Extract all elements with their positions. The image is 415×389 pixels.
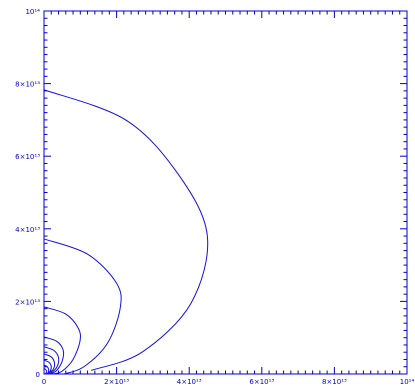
series-curve xyxy=(43,89,209,371)
y-tick-label: 8×10¹³ xyxy=(15,81,40,89)
series-curve xyxy=(43,353,56,375)
x-tick-label: 8×10¹³ xyxy=(322,378,347,386)
x-tick-label: 2×10¹³ xyxy=(104,378,129,386)
plot-frame xyxy=(43,10,408,375)
tick-marks xyxy=(43,10,408,375)
x-tick-label: 4×10¹³ xyxy=(177,378,202,386)
series-curve xyxy=(43,368,48,375)
series-curve xyxy=(43,336,65,375)
series-curve xyxy=(43,364,50,375)
y-tick-label: 10¹⁴ xyxy=(25,8,40,16)
y-tick-label: 6×10¹³ xyxy=(15,153,40,161)
x-tick-label: 6×10¹³ xyxy=(249,378,274,386)
series-curve xyxy=(43,238,122,375)
y-tick-label: 0 xyxy=(36,371,40,379)
x-tick-labels: 0 2×10¹³ 4×10¹³ 6×10¹³ 8×10¹³ 10¹⁴ xyxy=(42,378,415,386)
series-curve xyxy=(43,359,52,375)
curves xyxy=(43,89,209,375)
x-tick-label: 0 xyxy=(42,378,46,386)
y-tick-label: 2×10¹³ xyxy=(15,298,40,306)
y-tick-labels: 0 2×10¹³ 4×10¹³ 6×10¹³ 8×10¹³ 10¹⁴ xyxy=(15,8,40,379)
y-tick-label: 4×10¹³ xyxy=(15,226,40,234)
x-tick-label: 10¹⁴ xyxy=(400,378,415,386)
series-curve xyxy=(43,306,81,375)
series-curve xyxy=(43,346,60,375)
